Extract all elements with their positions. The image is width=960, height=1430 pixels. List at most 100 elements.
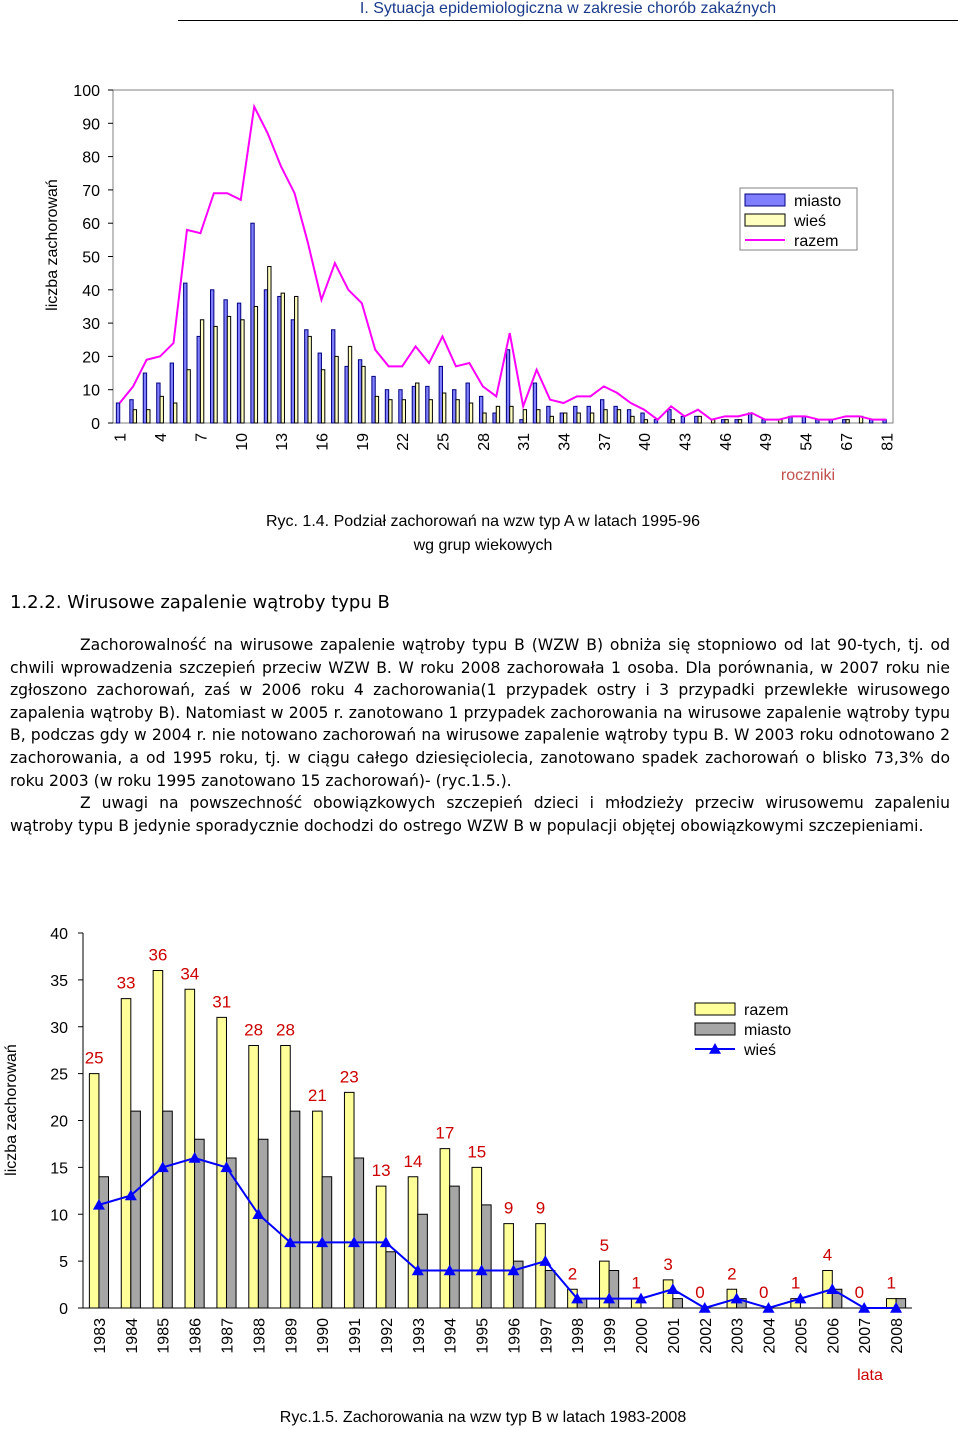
bar — [130, 1110, 141, 1309]
bar — [223, 299, 228, 424]
x-tick-label: 1983 — [92, 1318, 109, 1354]
data-label: 17 — [435, 1124, 454, 1143]
bar — [159, 395, 164, 424]
x-tick-label: 37 — [597, 433, 614, 451]
y-tick-label: 10 — [82, 383, 100, 400]
marker — [794, 1292, 807, 1304]
bar — [640, 412, 645, 424]
bar — [559, 412, 565, 424]
bar — [549, 415, 554, 424]
x-tick-label: 81 — [879, 433, 896, 451]
data-label: 2 — [568, 1264, 577, 1283]
bar — [226, 315, 232, 424]
x-tick-label: 1995 — [475, 1318, 492, 1354]
bar — [417, 1213, 428, 1309]
figure-caption: Ryc. 1.4. Podział zachorowań na wzw typ … — [180, 510, 786, 558]
data-label: 9 — [504, 1199, 513, 1218]
bar — [576, 412, 581, 424]
data-label: 0 — [855, 1283, 864, 1302]
marker — [316, 1236, 329, 1248]
bar — [156, 382, 161, 424]
bar — [481, 1204, 492, 1309]
marker — [475, 1264, 488, 1276]
bar — [630, 415, 635, 424]
data-label: 28 — [276, 1021, 295, 1040]
bar — [384, 389, 390, 424]
bar — [468, 402, 474, 424]
bar — [253, 305, 259, 424]
marker — [124, 1189, 137, 1201]
marker — [507, 1264, 520, 1276]
x-tick-label: 67 — [839, 433, 856, 451]
y-tick-label: 0 — [91, 416, 100, 433]
body-text: Zachorowalność na wirusowe zapalenie wąt… — [10, 634, 950, 837]
x-tick-label: 1992 — [379, 1318, 396, 1354]
bar — [257, 1138, 269, 1309]
bar — [294, 295, 299, 424]
bar — [307, 335, 312, 424]
legend-label: razem — [794, 233, 838, 250]
bar — [407, 1176, 419, 1309]
x-tick-label: 4 — [153, 433, 170, 442]
legend-swatch — [744, 213, 786, 227]
x-tick-label: 7 — [193, 433, 210, 442]
bar — [132, 409, 138, 424]
bar — [616, 409, 622, 424]
bar — [845, 419, 850, 424]
bar — [184, 988, 196, 1309]
bar — [183, 282, 188, 424]
marker — [348, 1236, 361, 1248]
bar — [267, 265, 272, 424]
y-tick-label: 100 — [73, 83, 100, 100]
x-tick-label: 1994 — [443, 1318, 460, 1354]
y-tick-label: 70 — [82, 183, 100, 200]
bar — [331, 329, 336, 424]
x-tick-label: 54 — [799, 433, 816, 451]
bar — [248, 1045, 259, 1309]
marker — [730, 1292, 743, 1304]
x-tick-label: 2000 — [634, 1318, 651, 1354]
x-tick-label: 1990 — [315, 1318, 332, 1354]
x-axis-title: roczniki — [781, 467, 835, 484]
bar — [152, 970, 164, 1309]
x-tick-label: 1998 — [570, 1318, 587, 1354]
x-tick-label: 31 — [516, 433, 533, 451]
bar — [626, 409, 632, 424]
y-tick-label: 30 — [82, 316, 100, 333]
bar — [388, 399, 393, 424]
marker — [379, 1236, 392, 1248]
x-tick-label: 1985 — [156, 1318, 173, 1354]
data-label: 14 — [404, 1152, 423, 1171]
marker — [762, 1302, 775, 1313]
y-tick-label: 30 — [50, 1020, 68, 1037]
legend-label: razem — [744, 1002, 788, 1019]
bar — [344, 365, 349, 424]
bar — [216, 1016, 227, 1309]
bar — [411, 385, 417, 424]
legend-label: wieś — [743, 1042, 776, 1059]
data-label: 2 — [727, 1264, 736, 1283]
bar — [608, 1270, 620, 1309]
y-tick-label: 20 — [50, 1114, 68, 1131]
bar — [225, 1157, 237, 1309]
bar — [586, 405, 591, 424]
bar — [603, 409, 608, 424]
marker — [666, 1283, 679, 1295]
bar — [643, 419, 649, 424]
bar — [428, 399, 433, 424]
data-label: 0 — [759, 1283, 768, 1302]
caption-line: wg grup wiekowych — [413, 537, 553, 554]
marker — [826, 1283, 839, 1295]
legend-swatch — [694, 1022, 736, 1036]
bar — [289, 1110, 301, 1309]
bar — [129, 399, 134, 424]
x-tick-label: 1988 — [251, 1318, 268, 1354]
bar — [492, 412, 497, 424]
bar — [600, 399, 605, 424]
bar — [196, 335, 201, 424]
bar — [401, 399, 407, 424]
bar — [532, 382, 538, 424]
bar — [471, 1166, 483, 1309]
y-tick-label: 80 — [82, 150, 100, 167]
